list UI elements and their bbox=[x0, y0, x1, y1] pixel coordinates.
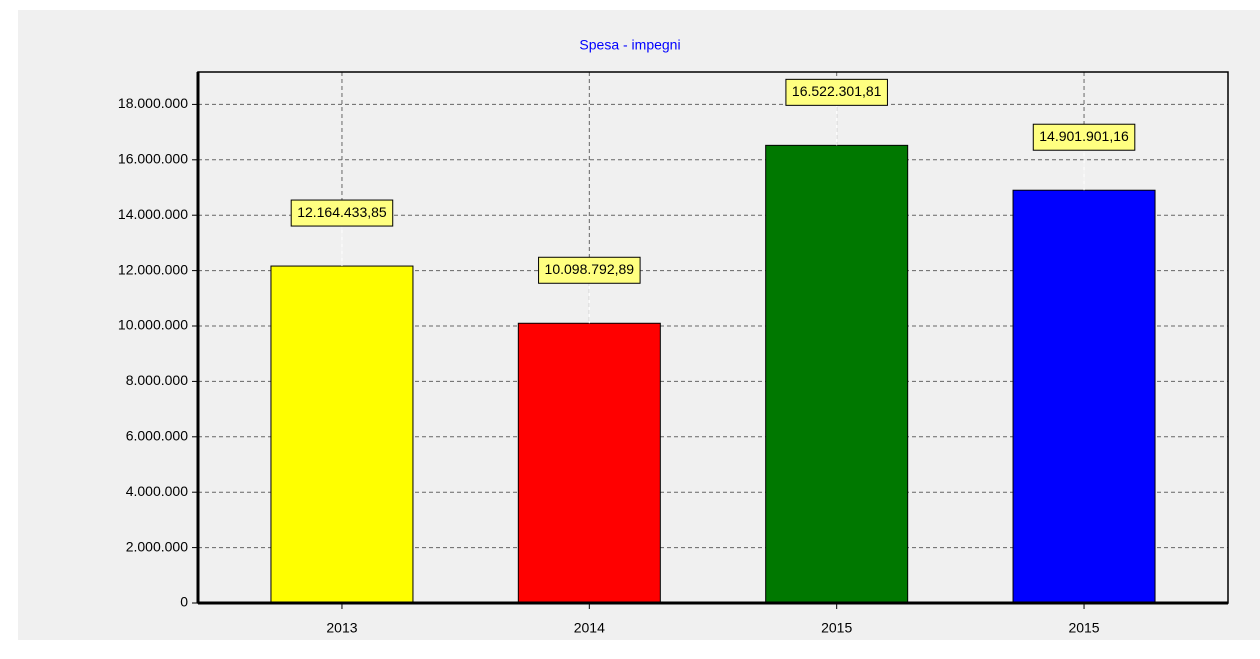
y-tick-label: 0 bbox=[180, 594, 188, 610]
bar bbox=[1012, 189, 1156, 604]
value-label: 10.098.792,89 bbox=[545, 261, 635, 277]
y-tick-label: 14.000.000 bbox=[118, 206, 188, 222]
bar bbox=[765, 144, 909, 604]
x-tick-label: 2013 bbox=[326, 620, 357, 636]
value-label-box bbox=[785, 78, 888, 106]
x-tick-label: 2015 bbox=[1068, 620, 1099, 636]
bar bbox=[517, 322, 661, 604]
x-tick-label: 2014 bbox=[574, 620, 605, 636]
bar bbox=[270, 265, 414, 604]
value-label: 12.164.433,85 bbox=[297, 204, 387, 220]
y-tick-label: 8.000.000 bbox=[126, 372, 188, 388]
value-label: 14.901.901,16 bbox=[1039, 128, 1129, 144]
value-label-box bbox=[290, 199, 394, 227]
x-tick-label: 2015 bbox=[821, 620, 852, 636]
value-label-box bbox=[538, 256, 641, 284]
y-tick-label: 16.000.000 bbox=[118, 151, 188, 167]
y-tick-label: 2.000.000 bbox=[126, 538, 188, 554]
value-label-box bbox=[1032, 123, 1136, 151]
chart-title: Spesa - impegni bbox=[579, 37, 680, 53]
y-tick-label: 12.000.000 bbox=[118, 261, 188, 277]
value-label: 16.522.301,81 bbox=[792, 83, 882, 99]
y-tick-label: 6.000.000 bbox=[126, 428, 188, 444]
y-tick-label: 10.000.000 bbox=[118, 317, 188, 333]
y-tick-label: 4.000.000 bbox=[126, 483, 188, 499]
y-tick-label: 18.000.000 bbox=[118, 95, 188, 111]
